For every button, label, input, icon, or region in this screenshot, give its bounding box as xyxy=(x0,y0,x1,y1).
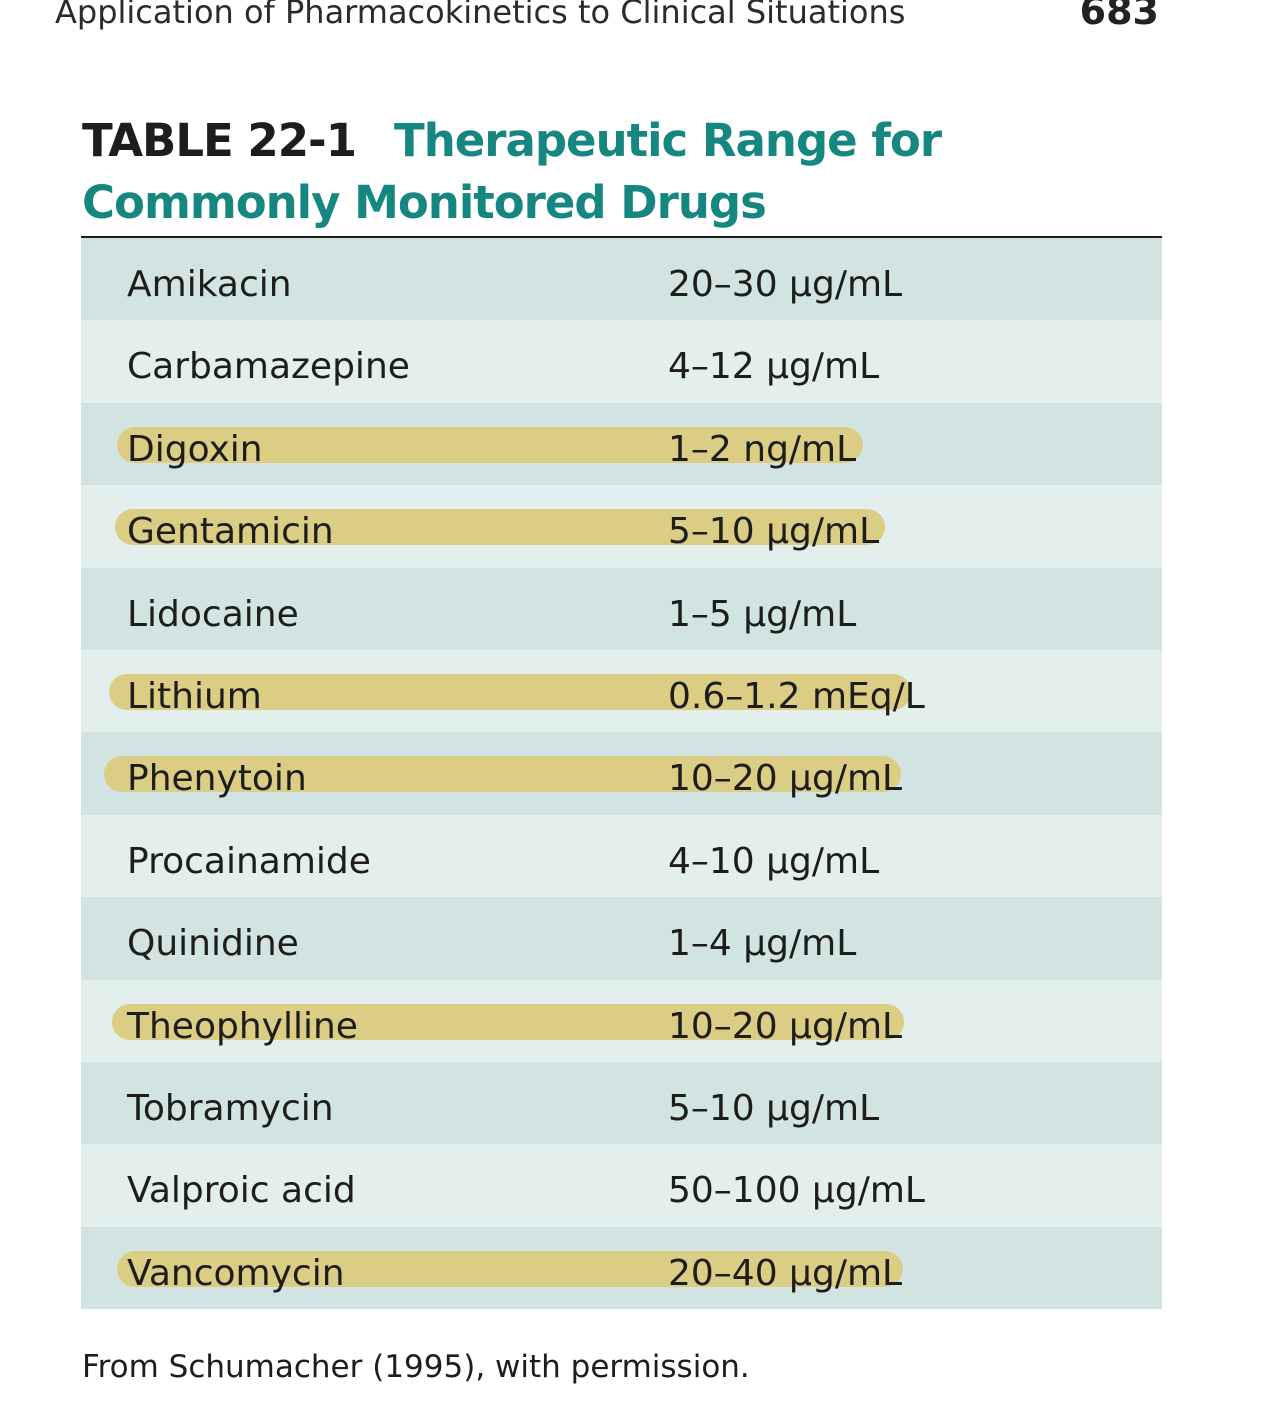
table-label: TABLE 22-1 xyxy=(82,114,357,167)
running-head-title: Application of Pharmacokinetics to Clini… xyxy=(55,0,906,31)
table-row: Valproic acid 50–100 μg/mL xyxy=(81,1144,1162,1227)
table-row: Vancomycin 20–40 μg/mL xyxy=(81,1226,1162,1310)
table-row: Theophylline 10–20 μg/mL xyxy=(81,979,1162,1062)
drug-name: Amikacin xyxy=(127,264,292,305)
therapeutic-range: 10–20 μg/mL xyxy=(668,758,903,800)
table-row: Lithium 0.6–1.2 mEq/L xyxy=(81,649,1162,733)
highlight-mark xyxy=(112,1003,904,1040)
therapeutic-range: 5–10 μg/mL xyxy=(668,511,880,553)
table-row: Phenytoin 10–20 μg/mL xyxy=(81,732,1162,815)
drug-name: Tobramycin xyxy=(127,1087,334,1129)
drug-table: Amikacin 20–30 μg/mL Carbamazepine 4–12 … xyxy=(81,238,1162,1310)
therapeutic-range: 1–4 μg/mL xyxy=(668,923,857,965)
drug-name: Gentamicin xyxy=(127,511,334,553)
therapeutic-range: 1–5 μg/mL xyxy=(668,593,857,635)
drug-name: Quinidine xyxy=(127,923,299,965)
running-head: Application of Pharmacokinetics to Clini… xyxy=(0,0,1279,40)
page-number: 683 xyxy=(1079,0,1159,33)
drug-name: Phenytoin xyxy=(127,758,307,800)
table-row: Gentamicin 5–10 μg/mL xyxy=(81,485,1162,568)
therapeutic-range: 5–10 μg/mL xyxy=(668,1087,880,1129)
therapeutic-range: 50–100 μg/mL xyxy=(668,1170,925,1212)
therapeutic-range: 0.6–1.2 mEq/L xyxy=(668,675,925,717)
highlight-mark xyxy=(109,673,911,710)
table-row: Carbamazepine 4–12 μg/mL xyxy=(81,320,1162,403)
table-row: Quinidine 1–4 μg/mL xyxy=(81,897,1162,980)
highlight-mark xyxy=(115,509,885,546)
table-source-note: From Schumacher (1995), with permission. xyxy=(82,1349,750,1385)
therapeutic-range: 20–30 μg/mL xyxy=(668,264,903,305)
highlight-mark xyxy=(117,1250,903,1287)
therapeutic-range: 20–40 μg/mL xyxy=(668,1252,903,1294)
drug-name: Theophylline xyxy=(127,1005,358,1047)
therapeutic-range: 4–10 μg/mL xyxy=(668,840,880,882)
drug-name: Lidocaine xyxy=(127,593,299,635)
table-caption: Therapeutic Range for Commonly Monitored… xyxy=(82,114,942,229)
highlight-mark xyxy=(104,756,901,793)
table-title: TABLE 22-1 Therapeutic Range for Commonly… xyxy=(82,110,1172,234)
table-row: Amikacin 20–30 μg/mL xyxy=(81,238,1162,321)
drug-name: Valproic acid xyxy=(127,1170,356,1212)
therapeutic-range: 10–20 μg/mL xyxy=(668,1005,903,1047)
therapeutic-range: 1–2 ng/mL xyxy=(668,428,857,470)
drug-name: Carbamazepine xyxy=(127,346,410,388)
table-row: Digoxin 1–2 ng/mL xyxy=(81,402,1162,486)
table-top-rule xyxy=(81,236,1162,238)
table-row: Tobramycin 5–10 μg/mL xyxy=(81,1061,1162,1145)
drug-name: Vancomycin xyxy=(127,1252,345,1294)
drug-name: Digoxin xyxy=(127,428,263,470)
drug-name: Lithium xyxy=(127,675,262,717)
drug-name: Procainamide xyxy=(127,840,371,882)
therapeutic-range: 4–12 μg/mL xyxy=(668,346,880,388)
table-row: Procainamide 4–10 μg/mL xyxy=(81,814,1162,898)
highlight-mark xyxy=(117,426,863,463)
table-row: Lidocaine 1–5 μg/mL xyxy=(81,567,1162,650)
